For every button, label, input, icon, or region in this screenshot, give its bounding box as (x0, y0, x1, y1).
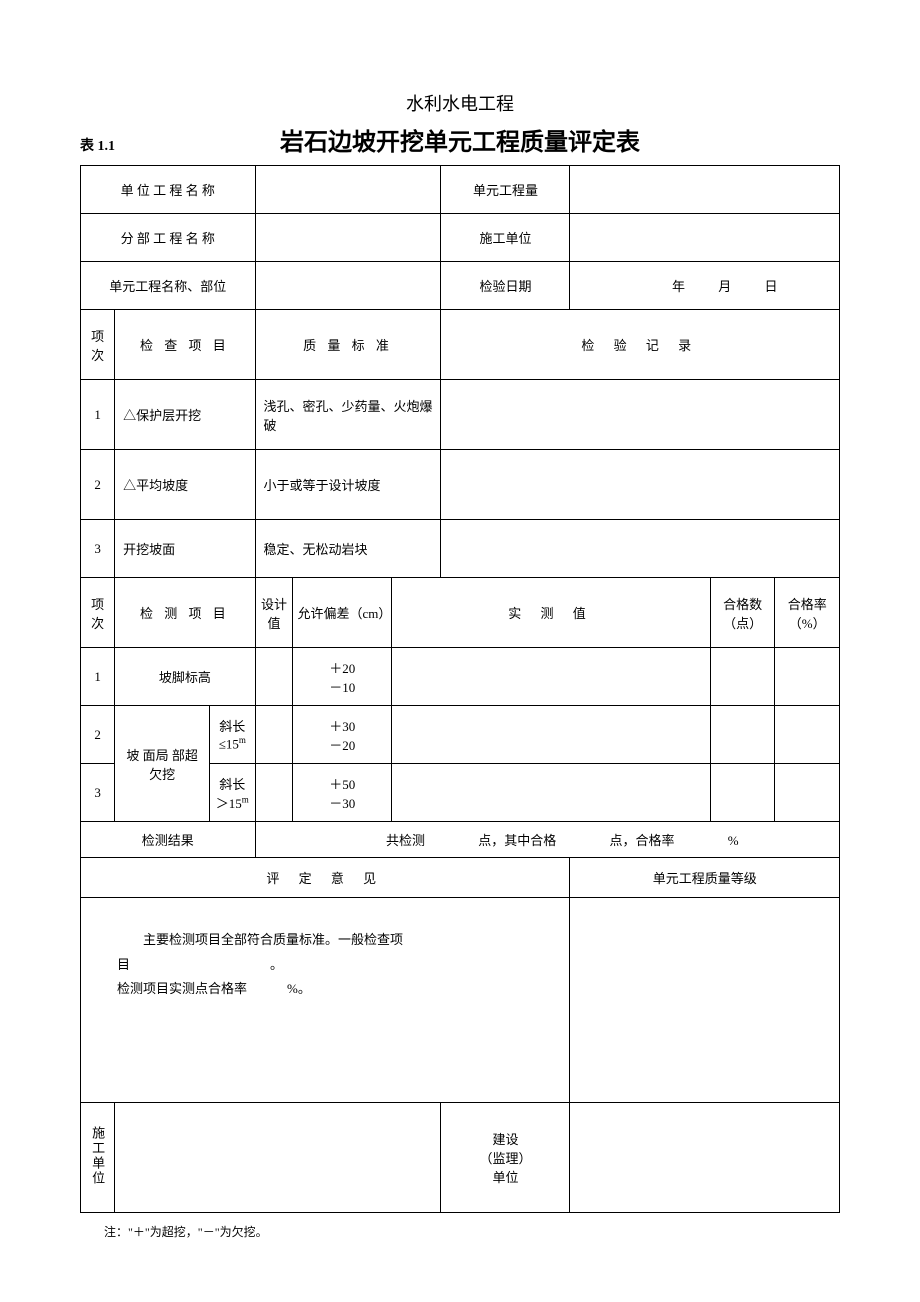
measure-h-pass-count: 合格数（点） (710, 578, 775, 648)
check-h-num: 项次 (81, 310, 115, 380)
label-unit-project: 单 位 工 程 名 称 (81, 166, 256, 214)
measure-2-num: 2 (81, 706, 115, 764)
check-3-item: 开挖坡面 (115, 520, 255, 578)
value-check-date: 年 月 日 (570, 262, 840, 310)
measure-1-num: 1 (81, 648, 115, 706)
label-unit-qty: 单元工程量 (441, 166, 570, 214)
check-1-rec (441, 380, 840, 450)
measure-2-design (255, 706, 293, 764)
label-sub-project: 分 部 工 程 名 称 (81, 214, 256, 262)
measure-3-tol: ＋50 －30 (293, 764, 392, 822)
measure-header-row: 项次 检 测 项 目 设计值 允许偏差（cm） 实 测 值 合格数（点） 合格率… (81, 578, 840, 648)
check-h-item: 检 查 项 目 (115, 310, 255, 380)
label-unit-name-part: 单元工程名称、部位 (81, 262, 256, 310)
check-h-std: 质 量 标 准 (255, 310, 441, 380)
value-unit-name-part (255, 262, 441, 310)
measure-1-design (255, 648, 293, 706)
result-label: 检测结果 (81, 822, 256, 858)
title-row: 表 1.1 岩石边坡开挖单元工程质量评定表 (80, 122, 840, 157)
opinion-body-row: 主要检测项目全部符合质量标准。一般检查项目。 检测项目实测点合格率%。 (81, 898, 840, 1103)
measure-group-label: 坡 面局 部超 欠挖 (115, 706, 210, 822)
measure-3-pass-rate (775, 764, 840, 822)
measure-1-val (392, 648, 711, 706)
measure-1-tol: ＋20 －10 (293, 648, 392, 706)
check-2-rec (441, 450, 840, 520)
main-title: 岩石边坡开挖单元工程质量评定表 (80, 122, 840, 157)
measure-1-item: 坡脚标高 (115, 648, 255, 706)
value-unit-project (255, 166, 441, 214)
opinion-h-right: 单元工程质量等级 (570, 858, 840, 898)
measure-h-num: 项次 (81, 578, 115, 648)
measure-row-2: 2 坡 面局 部超 欠挖 斜长≤15m ＋30 －20 (81, 706, 840, 764)
measure-2-pass-rate (775, 706, 840, 764)
measure-3-pass-count (710, 764, 775, 822)
measure-h-design: 设计值 (255, 578, 293, 648)
measure-3-num: 3 (81, 764, 115, 822)
measure-1-pass-rate (775, 648, 840, 706)
check-3-num: 3 (81, 520, 115, 578)
opinion-h-left: 评 定 意 见 (81, 858, 570, 898)
signature-row: 施工单位 建设 （监理） 单位 (81, 1103, 840, 1213)
measure-2-pass-count (710, 706, 775, 764)
value-unit-qty (570, 166, 840, 214)
value-sub-project (255, 214, 441, 262)
measure-row-1: 1 坡脚标高 ＋20 －10 (81, 648, 840, 706)
check-1-num: 1 (81, 380, 115, 450)
pretitle: 水利水电工程 (80, 90, 840, 116)
check-2-item: △平均坡度 (115, 450, 255, 520)
label-check-date: 检验日期 (441, 262, 570, 310)
measure-h-pass-rate: 合格率（%） (775, 578, 840, 648)
result-text: 共检测 点，其中合格 点，合格率 % (255, 822, 839, 858)
check-h-rec: 检 验 记 录 (441, 310, 840, 380)
check-row-3: 3 开挖坡面 稳定、无松动岩块 (81, 520, 840, 578)
header-row-3: 单元工程名称、部位 检验日期 年 月 日 (81, 262, 840, 310)
measure-h-measured: 实 测 值 (392, 578, 711, 648)
check-row-2: 2 △平均坡度 小于或等于设计坡度 (81, 450, 840, 520)
sig-left-label: 施工单位 (81, 1103, 115, 1213)
sig-right-label: 建设 （监理） 单位 (441, 1103, 570, 1213)
value-construction-unit (570, 214, 840, 262)
opinion-header-row: 评 定 意 见 单元工程质量等级 (81, 858, 840, 898)
measure-h-tol: 允许偏差（cm） (293, 578, 392, 648)
opinion-grade (570, 898, 840, 1103)
footnote: 注："＋"为超挖，"－"为欠挖。 (80, 1223, 840, 1240)
measure-2-val (392, 706, 711, 764)
opinion-text: 主要检测项目全部符合质量标准。一般检查项目。 检测项目实测点合格率%。 (81, 898, 570, 1103)
check-3-rec (441, 520, 840, 578)
sig-left-space (115, 1103, 441, 1213)
measure-3-sub: 斜长＞15m (210, 764, 256, 822)
measure-1-pass-count (710, 648, 775, 706)
result-row: 检测结果 共检测 点，其中合格 点，合格率 % (81, 822, 840, 858)
check-2-std: 小于或等于设计坡度 (255, 450, 441, 520)
check-header-row: 项次 检 查 项 目 质 量 标 准 检 验 记 录 (81, 310, 840, 380)
check-2-num: 2 (81, 450, 115, 520)
check-3-std: 稳定、无松动岩块 (255, 520, 441, 578)
label-construction-unit: 施工单位 (441, 214, 570, 262)
header-row-2: 分 部 工 程 名 称 施工单位 (81, 214, 840, 262)
sig-right-space (570, 1103, 840, 1213)
check-1-std: 浅孔、密孔、少药量、火炮爆破 (255, 380, 441, 450)
measure-3-val (392, 764, 711, 822)
measure-2-tol: ＋30 －20 (293, 706, 392, 764)
measure-3-design (255, 764, 293, 822)
check-1-item: △保护层开挖 (115, 380, 255, 450)
form-table: 单 位 工 程 名 称 单元工程量 分 部 工 程 名 称 施工单位 单元工程名… (80, 165, 840, 1213)
table-label: 表 1.1 (80, 135, 115, 155)
measure-h-item: 检 测 项 目 (115, 578, 255, 648)
header-row-1: 单 位 工 程 名 称 单元工程量 (81, 166, 840, 214)
measure-2-sub: 斜长≤15m (210, 706, 256, 764)
check-row-1: 1 △保护层开挖 浅孔、密孔、少药量、火炮爆破 (81, 380, 840, 450)
